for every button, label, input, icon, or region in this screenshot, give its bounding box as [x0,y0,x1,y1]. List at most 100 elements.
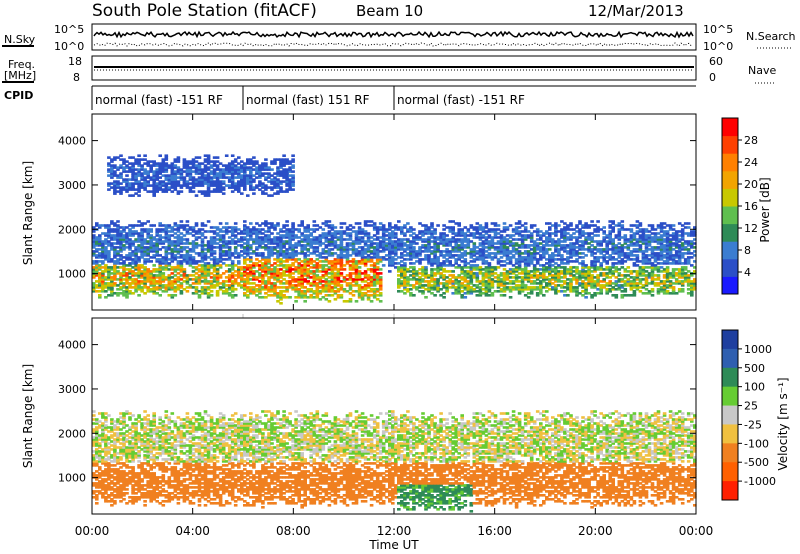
heatmap-cell [158,262,162,265]
heatmap-cell [152,180,156,183]
heatmap-cell [194,168,199,171]
heatmap-cell [203,180,208,183]
heatmap-cell [469,250,474,253]
heatmap-cell [499,278,504,281]
heatmap-cell [436,266,440,269]
heatmap-cell [596,240,600,243]
heatmap-cell [481,236,486,239]
heatmap-cell [394,226,398,229]
heatmap-cell [128,168,132,171]
heatmap-cell [240,184,244,187]
heatmap-cell [297,282,301,285]
heatmap-cell [357,292,362,295]
heatmap-cell [282,256,286,259]
heatmap-cell [122,226,126,229]
heatmap-cell [155,232,159,235]
heatmap-cell [288,238,292,241]
heatmap-cell [246,226,250,229]
heatmap-cell [388,222,392,225]
heatmap-cell [375,242,380,245]
heatmap-cell [451,264,455,267]
heatmap-cell [194,172,199,175]
heatmap-cell [330,262,335,265]
heatmap-cell [532,282,537,285]
heatmap-cell [502,288,507,291]
heatmap-cell [197,180,202,183]
heatmap-cell [593,256,597,259]
heatmap-cell [388,238,392,241]
heatmap-cell [523,252,528,255]
heatmap-cell [221,262,226,265]
heatmap-cell [442,282,446,285]
heatmap-cell [539,250,543,253]
heatmap-cell [545,250,549,253]
heatmap-cell [587,242,591,245]
heatmap-cell [391,234,395,237]
heatmap-cell [107,244,111,247]
heatmap-cell [176,228,181,231]
heatmap-cell [596,226,600,229]
heatmap-cell [264,184,268,187]
heatmap-cell [554,278,558,281]
heatmap-cell [348,272,353,275]
heatmap-cell [529,240,534,243]
heatmap-cell [502,286,507,289]
heatmap-cell [357,262,362,265]
heatmap-cell [593,230,597,233]
heatmap-cell [95,264,99,267]
heatmap-cell [372,290,377,293]
nsearch-label: N.Search [746,30,796,43]
heatmap-cell [92,234,96,237]
heatmap-cell [264,222,268,225]
heatmap-cell [436,224,440,227]
heatmap-cell [593,234,597,237]
heatmap-cell [535,248,540,251]
heatmap-cell [276,254,280,257]
heatmap-cell [421,224,425,227]
heatmap-cell [285,170,289,173]
heatmap-cell [427,290,431,293]
heatmap-cell [391,256,395,259]
heatmap-cell [605,244,609,247]
heatmap-cell [279,166,283,169]
nsearch-tick-low: 10^0 [703,40,733,53]
heatmap-cell [354,262,359,265]
heatmap-cell [203,278,208,281]
heatmap-cell [581,280,585,283]
heatmap-cell [107,274,111,277]
heatmap-cell [321,250,326,253]
heatmap-cell [548,248,552,251]
heatmap-cell [264,260,268,263]
heatmap-cell [351,246,356,249]
heatmap-cell [445,282,449,285]
heatmap-cell [113,184,117,187]
heatmap-cell [288,180,292,183]
heatmap-cell [529,238,534,241]
heatmap-cell [267,234,271,237]
heatmap-cell [466,272,471,275]
heatmap-cell [249,230,253,233]
heatmap-cell [224,254,229,257]
heatmap-cell [101,270,105,273]
heatmap-cell [243,280,247,283]
heatmap-cell [336,268,341,271]
heatmap-cell [306,226,310,229]
heatmap-cell [508,280,513,283]
heatmap-cell [493,224,498,227]
heatmap-cell [104,232,108,235]
heatmap-cell [548,240,552,243]
heatmap-cell [412,286,416,289]
heatmap-cell [388,244,392,247]
heatmap-cell [469,260,474,263]
heatmap-cell [143,260,147,263]
heatmap-cell [433,282,437,285]
heatmap-cell [261,276,265,279]
heatmap-cell [412,228,416,231]
heatmap-cell [363,222,368,225]
heatmap-cell [227,284,232,287]
heatmap-cell [297,242,301,245]
heatmap-cell [176,234,181,237]
heatmap-cell [345,250,350,253]
heatmap-cell [581,248,585,251]
heatmap-cell [554,226,558,229]
